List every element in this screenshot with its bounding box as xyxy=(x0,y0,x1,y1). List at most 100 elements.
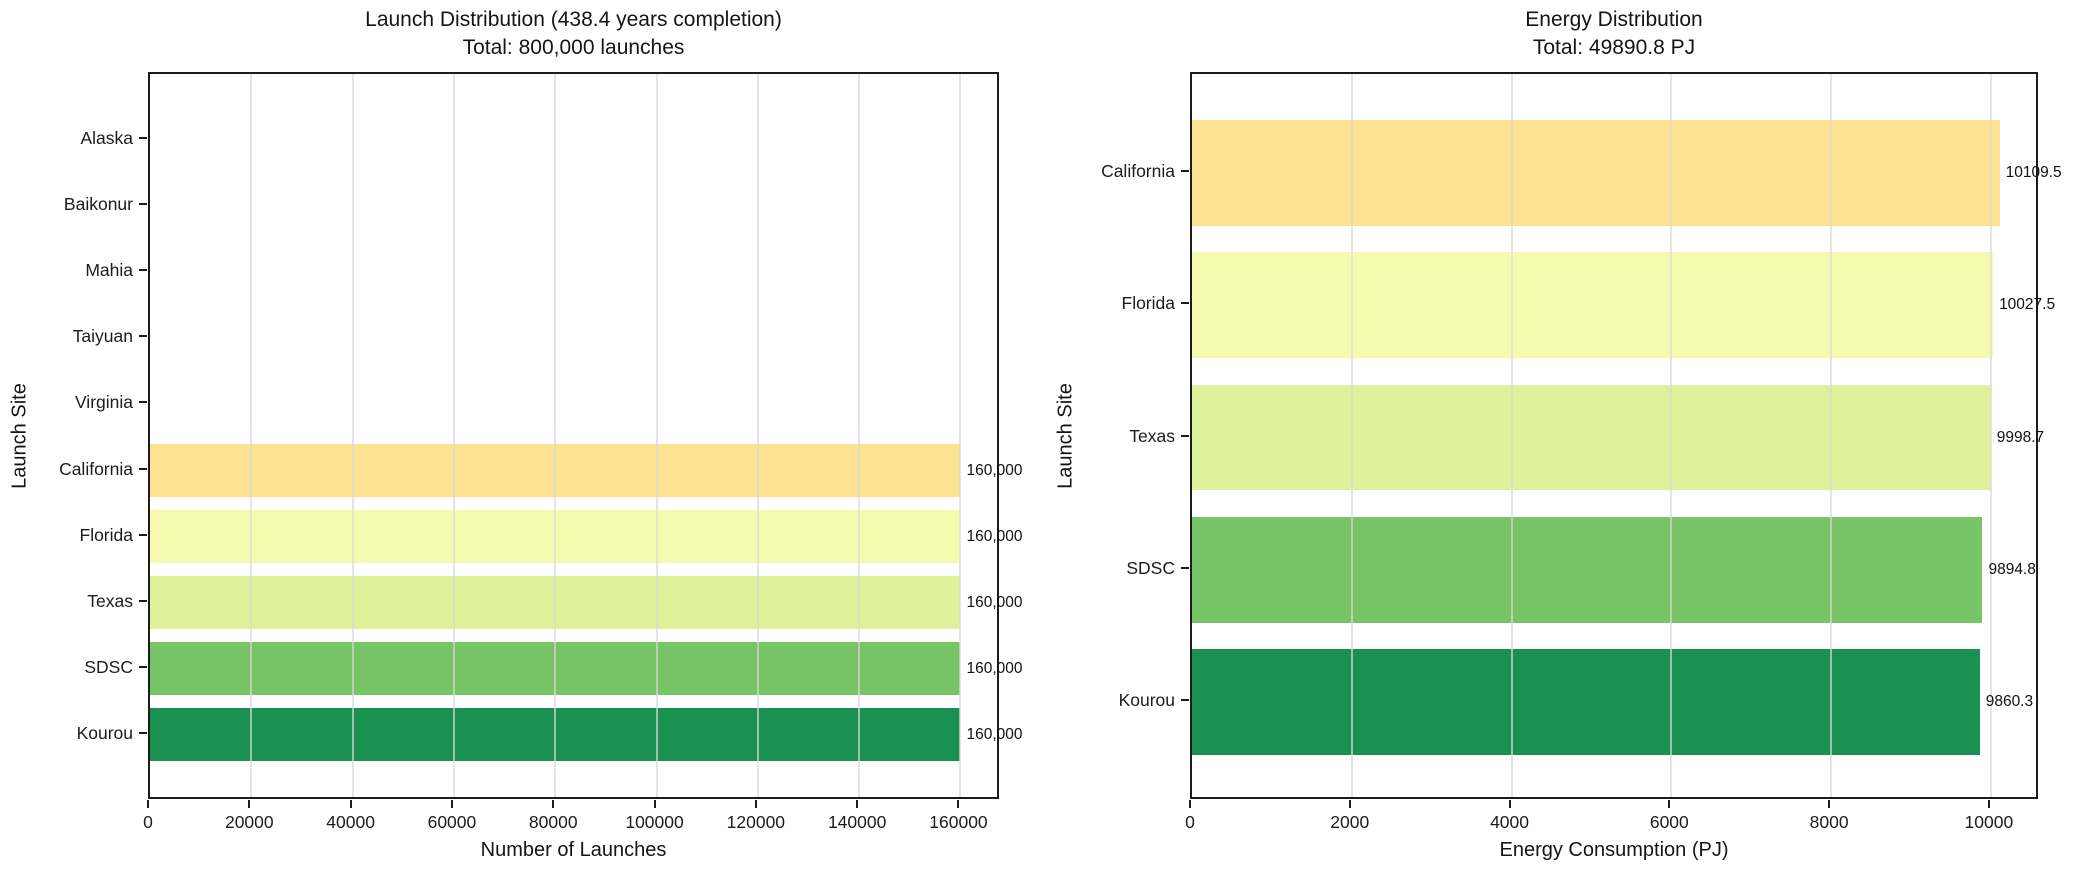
x-tick-mark xyxy=(754,800,757,808)
y-tick-label-baikonur: Baikonur xyxy=(63,194,133,215)
x-tick-label: 4000 xyxy=(1490,812,1530,832)
y-tick-mark xyxy=(139,335,147,338)
x-tick-label: 40000 xyxy=(326,812,375,832)
y-tick-label-virginia: Virginia xyxy=(74,392,133,413)
gridline xyxy=(1989,74,1992,797)
y-tick-label-california: California xyxy=(59,458,133,479)
bar-california xyxy=(1192,120,2000,226)
x-tick-mark xyxy=(856,800,859,808)
chart-subtitle: Total: 800,000 launches xyxy=(462,36,685,59)
gridline xyxy=(452,74,455,797)
bar-value-label: 160,000 xyxy=(966,659,1023,677)
x-tick-mark xyxy=(957,800,960,808)
x-tick-label: 60000 xyxy=(427,812,477,832)
y-tick-label-california: California xyxy=(1101,161,1175,182)
bar-value-label: 160,000 xyxy=(966,725,1023,743)
y-tick-label-kourou: Kourou xyxy=(1118,689,1175,710)
x-tick-mark xyxy=(1508,800,1511,808)
x-tick-mark xyxy=(248,800,251,808)
y-tick-mark xyxy=(1181,434,1189,437)
x-axis-label: Number of Launches xyxy=(480,839,667,861)
bar-florida xyxy=(1192,252,1994,359)
y-tick-label-mahia: Mahia xyxy=(85,260,133,281)
x-tick-mark xyxy=(147,800,149,808)
gridline xyxy=(1830,74,1833,797)
bar-kourou xyxy=(1192,648,1980,755)
y-tick-mark xyxy=(139,665,147,668)
y-tick-mark xyxy=(139,203,147,206)
bar-texas xyxy=(1192,384,1991,491)
x-tick-mark xyxy=(552,800,555,808)
bar-value-label: 9894.8 xyxy=(1988,560,2036,578)
y-tick-mark xyxy=(139,401,147,404)
energy-distribution-chart: Energy Distribution Total: 49890.8 PJ 10… xyxy=(1040,0,2080,877)
x-tick-mark xyxy=(1668,800,1671,808)
gridline xyxy=(1670,74,1673,797)
y-tick-mark xyxy=(1181,302,1189,305)
y-tick-mark xyxy=(139,467,147,470)
gridline xyxy=(351,74,354,797)
plot-area: 160,000 160,000 160,000 160,000 160,000 xyxy=(148,72,1023,799)
bar-value-label: 9860.3 xyxy=(1985,692,2034,710)
y-tick-mark xyxy=(1181,698,1189,701)
bar-value-label: 160,000 xyxy=(966,593,1023,611)
bar-value-label: 160,000 xyxy=(966,461,1023,479)
y-tick-mark xyxy=(139,533,147,536)
y-tick-label-florida: Florida xyxy=(79,524,134,545)
bar-value-label: 9998.7 xyxy=(1996,428,2045,446)
y-tick-label-sdsc: SDSC xyxy=(84,656,133,677)
y-tick-label-texas: Texas xyxy=(87,590,133,611)
x-tick-label: 120000 xyxy=(726,812,786,832)
launch-distribution-chart: Launch Distribution (438.4 years complet… xyxy=(9,6,1023,861)
bar-value-label: 10109.5 xyxy=(2005,164,2062,182)
x-tick-label: 20000 xyxy=(224,812,274,832)
x-axis-label: Energy Consumption (PJ) xyxy=(1499,839,1729,861)
x-tick-label: 80000 xyxy=(528,812,578,832)
x-tick-label: 8000 xyxy=(1809,812,1849,832)
x-tick-label: 140000 xyxy=(827,812,887,832)
gridline xyxy=(1510,74,1513,797)
y-tick-label-florida: Florida xyxy=(1121,293,1176,314)
x-tick-label: 0 xyxy=(143,812,153,832)
y-tick-label-texas: Texas xyxy=(1129,425,1175,446)
chart-subtitle: Total: 49890.8 PJ xyxy=(1532,36,1696,59)
x-tick-label: 160000 xyxy=(929,812,988,832)
x-tick-mark xyxy=(1189,800,1191,808)
bar-value-label: 10027.5 xyxy=(1999,296,2056,314)
bar-value-label: 160,000 xyxy=(966,527,1023,545)
x-tick-label: 10000 xyxy=(1964,812,2014,832)
x-tick-mark xyxy=(1987,800,1990,808)
y-tick-mark xyxy=(139,269,147,272)
gridline xyxy=(655,74,658,797)
chart-title: Launch Distribution (438.4 years complet… xyxy=(365,8,782,31)
x-tick-label: 0 xyxy=(1185,812,1195,832)
y-tick-mark xyxy=(1181,170,1189,173)
plot-area: 10109.5 10027.5 9998.7 9894.8 9860.3 xyxy=(1190,72,2062,799)
y-tick-mark xyxy=(139,137,147,140)
y-tick-mark xyxy=(139,599,147,602)
gridline xyxy=(554,74,557,797)
x-tick-mark xyxy=(450,800,453,808)
x-tick-mark xyxy=(349,800,352,808)
y-tick-label-kourou: Kourou xyxy=(76,722,133,743)
y-tick-label-sdsc: SDSC xyxy=(1126,557,1175,578)
chart-title: Energy Distribution xyxy=(1525,8,1703,31)
chart-title-block: Energy Distribution Total: 49890.8 PJ xyxy=(1190,6,2038,62)
y-tick-mark xyxy=(1181,566,1189,569)
gridline xyxy=(250,74,253,797)
x-tick-label: 2000 xyxy=(1330,812,1370,832)
x-tick-label: 6000 xyxy=(1649,812,1689,832)
y-tick-label-alaska: Alaska xyxy=(80,128,133,149)
gridline xyxy=(1350,74,1353,797)
gridline xyxy=(756,74,759,797)
chart-title-block: Launch Distribution (438.4 years complet… xyxy=(148,6,999,62)
x-tick-mark xyxy=(1348,800,1351,808)
bar-sdsc xyxy=(1192,516,1983,623)
x-tick-mark xyxy=(1828,800,1831,808)
y-tick-mark xyxy=(139,731,147,734)
gridline xyxy=(959,74,962,797)
x-tick-label: 100000 xyxy=(625,812,684,832)
y-tick-label-taiyuan: Taiyuan xyxy=(72,326,133,347)
gridline xyxy=(858,74,861,797)
